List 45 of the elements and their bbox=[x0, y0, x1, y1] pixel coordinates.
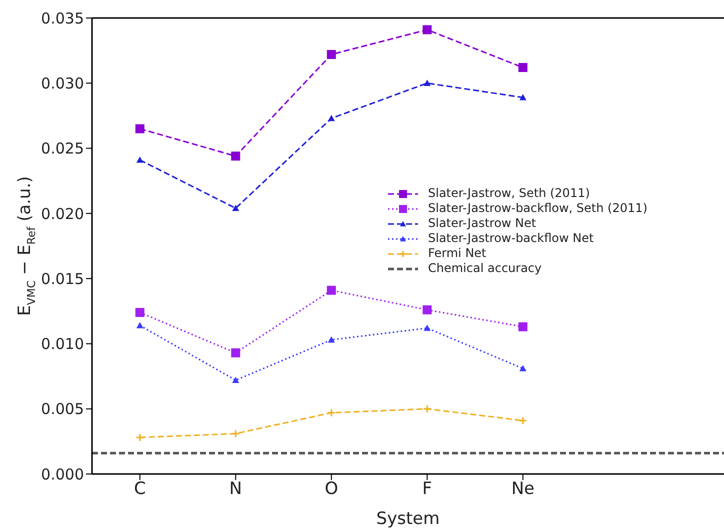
point bbox=[136, 156, 144, 163]
point bbox=[519, 94, 526, 100]
x-tick-label: F bbox=[422, 479, 432, 500]
point bbox=[422, 404, 432, 414]
point bbox=[518, 63, 528, 72]
point bbox=[327, 408, 336, 418]
x-tick-label: Ne bbox=[511, 479, 535, 500]
legend-label: Fermi Net bbox=[428, 246, 486, 261]
x-tick-label: O bbox=[324, 479, 338, 500]
point bbox=[422, 305, 432, 314]
legend-label: Slater-Jastrow, Seth (2011) bbox=[428, 186, 590, 201]
point bbox=[135, 308, 144, 317]
point bbox=[424, 324, 431, 331]
y-tick-label: 0.030 bbox=[41, 74, 84, 92]
x-tick-label: N bbox=[229, 479, 242, 500]
point bbox=[326, 50, 336, 59]
y-tick-label: 0.010 bbox=[41, 335, 84, 354]
point bbox=[136, 433, 144, 442]
legend-label: Slater-Jastrow-backflow Net bbox=[428, 231, 594, 246]
point bbox=[232, 204, 240, 212]
legend-label: Slater-Jastrow Net bbox=[428, 216, 536, 231]
y-tick-label: 0.005 bbox=[41, 400, 84, 418]
point bbox=[232, 376, 240, 383]
point bbox=[519, 364, 526, 372]
point bbox=[231, 152, 240, 161]
y-tick-label: 0.000 bbox=[41, 465, 84, 484]
y-tick-label: 0.025 bbox=[41, 140, 84, 158]
point bbox=[424, 80, 431, 86]
point bbox=[518, 322, 528, 332]
x-tick-label: C bbox=[134, 479, 146, 500]
legend-label: Chemical accuracy bbox=[428, 261, 542, 276]
y-tick-label: 0.015 bbox=[41, 270, 84, 288]
point bbox=[422, 25, 432, 34]
point bbox=[328, 114, 335, 122]
point bbox=[231, 429, 240, 438]
point bbox=[231, 348, 240, 358]
y-tick-label: 0.020 bbox=[41, 204, 84, 223]
point bbox=[328, 336, 335, 343]
y-tick-label: 0.035 bbox=[41, 9, 84, 28]
point bbox=[135, 124, 144, 134]
x-axis-title: System bbox=[376, 509, 440, 529]
point bbox=[518, 416, 528, 425]
legend-label: Slater-Jastrow-backflow, Seth (2011) bbox=[428, 201, 648, 216]
point bbox=[326, 286, 336, 295]
point bbox=[136, 322, 144, 328]
